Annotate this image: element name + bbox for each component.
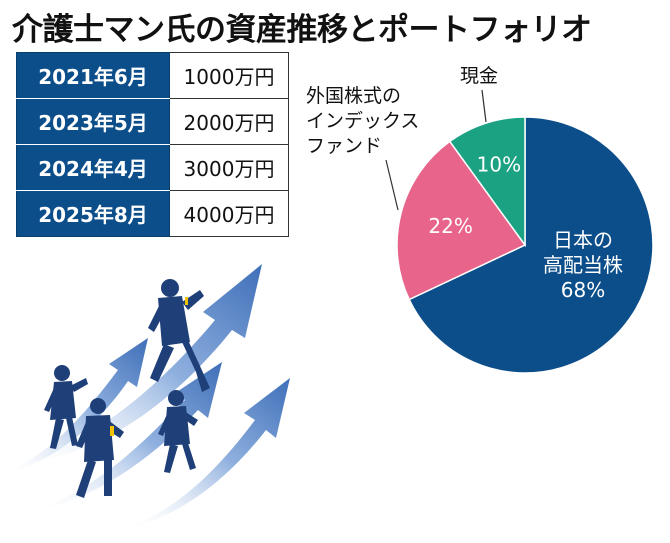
date-cell: 2025年8月 xyxy=(16,190,170,237)
table-row: 2025年8月 4000万円 xyxy=(16,190,289,237)
runner-figure xyxy=(148,279,210,392)
pie-slice xyxy=(408,116,654,374)
running-people-illustration xyxy=(0,264,290,530)
amount-cell: 3000万円 xyxy=(169,144,289,191)
pie-label: 外国株式の xyxy=(306,85,401,107)
table-row: 2024年4月 3000万円 xyxy=(16,144,289,191)
leader-line xyxy=(385,159,399,211)
arrow-icon xyxy=(0,338,148,475)
runner-figure xyxy=(44,365,88,449)
page-title: 介護士マン氏の資産推移とポートフォリオ xyxy=(12,12,592,48)
amount-cell: 4000万円 xyxy=(169,190,289,237)
pie-label: 22% xyxy=(428,214,472,238)
pie-label: 68% xyxy=(561,278,605,302)
asset-history-table: 2021年6月 1000万円 2023年5月 2000万円 2024年4月 30… xyxy=(16,52,289,237)
pie-label: 高配当株 xyxy=(543,253,623,277)
pie-label: 現金 xyxy=(460,65,498,87)
pie-label: 10% xyxy=(477,153,521,177)
pie-label: 日本の xyxy=(553,228,613,252)
pie-label: インデックス xyxy=(306,110,419,132)
date-cell: 2024年4月 xyxy=(16,144,170,191)
pie-slice xyxy=(396,140,527,301)
amount-cell: 2000万円 xyxy=(169,98,289,145)
arrow-icon xyxy=(120,378,290,530)
pie-label: ファンド xyxy=(306,135,382,157)
pie-slice xyxy=(448,116,526,248)
date-cell: 2023年5月 xyxy=(16,98,170,145)
table-row: 2021年6月 1000万円 xyxy=(16,52,289,99)
table-row: 2023年5月 2000万円 xyxy=(16,98,289,145)
date-cell: 2021年6月 xyxy=(16,52,170,99)
runner-figure xyxy=(76,398,124,498)
amount-cell: 1000万円 xyxy=(169,52,289,99)
runner-figure xyxy=(158,390,198,473)
leader-line xyxy=(481,89,487,123)
